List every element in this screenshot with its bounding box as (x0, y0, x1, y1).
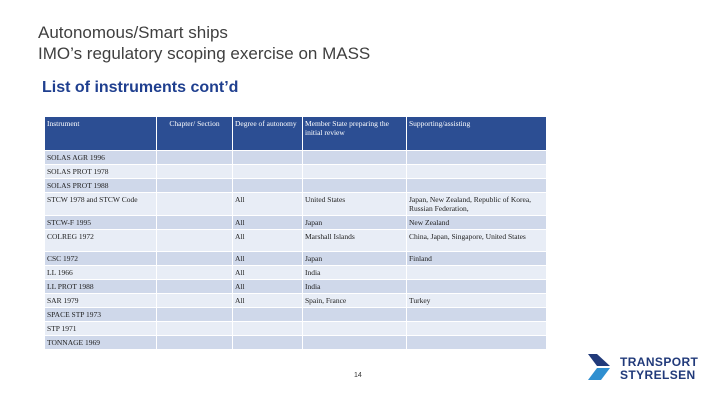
cell-degree: All (232, 293, 303, 308)
cell-chapter (156, 293, 233, 308)
table-row: COLREG 1972 All Marshall Islands China, Jap… (44, 229, 547, 252)
table-row: LL PROT 1988 All India (44, 279, 547, 294)
cell-chapter (156, 229, 233, 252)
cell-member-state: Japan (302, 251, 407, 266)
table-row: SAR 1979 All Spain, France Turkey (44, 293, 547, 308)
table-row: STCW-F 1995 All Japan New Zealand (44, 215, 547, 230)
cell-supporting (406, 178, 547, 193)
table-row: SOLAS AGR 1996 (44, 150, 547, 165)
column-header-degree: Degree of autonomy (232, 116, 303, 151)
cell-supporting (406, 164, 547, 179)
cell-supporting (406, 321, 547, 336)
cell-member-state: India (302, 279, 407, 294)
cell-chapter (156, 279, 233, 294)
cell-instrument: SOLAS PROT 1978 (44, 164, 157, 179)
cell-member-state: United States (302, 192, 407, 216)
cell-chapter (156, 178, 233, 193)
cell-degree (232, 178, 303, 193)
column-header-member-state: Member State preparing the initial revie… (302, 116, 407, 151)
logo-chevron-icon (588, 354, 610, 380)
cell-member-state (302, 178, 407, 193)
cell-degree: All (232, 279, 303, 294)
cell-member-state: Japan (302, 215, 407, 230)
column-header-instrument: Instrument (44, 116, 157, 151)
cell-member-state (302, 307, 407, 322)
cell-member-state: Spain, France (302, 293, 407, 308)
cell-instrument: CSC 1972 (44, 251, 157, 266)
table-row: STP 1971 (44, 321, 547, 336)
cell-supporting (406, 279, 547, 294)
cell-degree (232, 307, 303, 322)
cell-chapter (156, 164, 233, 179)
cell-instrument: SOLAS AGR 1996 (44, 150, 157, 165)
cell-instrument: SPACE STP 1973 (44, 307, 157, 322)
cell-degree (232, 164, 303, 179)
cell-degree: All (232, 265, 303, 280)
cell-instrument: SOLAS PROT 1988 (44, 178, 157, 193)
logo-line-2: STYRELSEN (620, 368, 696, 382)
cell-chapter (156, 192, 233, 216)
cell-chapter (156, 307, 233, 322)
slide-title: Autonomous/Smart ships IMO’s regulatory … (38, 22, 678, 64)
cell-supporting (406, 150, 547, 165)
cell-member-state (302, 164, 407, 179)
cell-chapter (156, 215, 233, 230)
slide-subtitle: List of instruments cont’d (42, 79, 239, 96)
column-header-chapter: Chapter/ Section (156, 116, 233, 151)
cell-chapter (156, 251, 233, 266)
table-row: SOLAS PROT 1978 (44, 164, 547, 179)
column-header-supporting: Supporting/assisting (406, 116, 547, 151)
cell-degree (232, 321, 303, 336)
cell-chapter (156, 321, 233, 336)
cell-degree: All (232, 192, 303, 216)
cell-member-state (302, 321, 407, 336)
cell-instrument: STP 1971 (44, 321, 157, 336)
cell-member-state: Marshall Islands (302, 229, 407, 252)
cell-supporting (406, 335, 547, 350)
cell-degree: All (232, 215, 303, 230)
cell-supporting: New Zealand (406, 215, 547, 230)
transportstyrelsen-logo: TRANSPORT STYRELSEN (588, 352, 700, 386)
table-row: LL 1966 All India (44, 265, 547, 280)
cell-instrument: LL PROT 1988 (44, 279, 157, 294)
table-header: Instrument Chapter/ Section Degree of au… (44, 116, 547, 151)
table-row: SOLAS PROT 1988 (44, 178, 547, 193)
cell-instrument: COLREG 1972 (44, 229, 157, 252)
cell-degree (232, 150, 303, 165)
title-line-2: IMO’s regulatory scoping exercise on MAS… (38, 44, 371, 63)
cell-degree (232, 335, 303, 350)
cell-instrument: SAR 1979 (44, 293, 157, 308)
cell-instrument: LL 1966 (44, 265, 157, 280)
cell-degree: All (232, 251, 303, 266)
cell-chapter (156, 335, 233, 350)
cell-supporting (406, 307, 547, 322)
cell-instrument: TONNAGE 1969 (44, 335, 157, 350)
instruments-table: Instrument Chapter/ Section Degree of au… (44, 116, 547, 350)
cell-chapter (156, 150, 233, 165)
table-body: SOLAS AGR 1996 SOLAS PROT 1978 SOLAS PROT … (44, 150, 547, 350)
cell-member-state (302, 335, 407, 350)
table-row: CSC 1972 All Japan Finland (44, 251, 547, 266)
table-row: SPACE STP 1973 (44, 307, 547, 322)
cell-member-state (302, 150, 407, 165)
table-row: STCW 1978 and STCW Code All United States J… (44, 192, 547, 216)
cell-supporting: China, Japan, Singapore, United States (406, 229, 547, 252)
logo-text: TRANSPORT STYRELSEN (620, 356, 698, 382)
title-line-1: Autonomous/Smart ships (38, 23, 228, 42)
cell-degree: All (232, 229, 303, 252)
table-row: TONNAGE 1969 (44, 335, 547, 350)
cell-supporting: Japan, New Zealand, Republic of Korea, R… (406, 192, 547, 216)
cell-instrument: STCW-F 1995 (44, 215, 157, 230)
cell-supporting (406, 265, 547, 280)
logo-line-1: TRANSPORT (620, 355, 699, 369)
cell-instrument: STCW 1978 and STCW Code (44, 192, 157, 216)
cell-member-state: India (302, 265, 407, 280)
cell-chapter (156, 265, 233, 280)
cell-supporting: Turkey (406, 293, 547, 308)
cell-supporting: Finland (406, 251, 547, 266)
page-number: 14 (354, 372, 362, 379)
